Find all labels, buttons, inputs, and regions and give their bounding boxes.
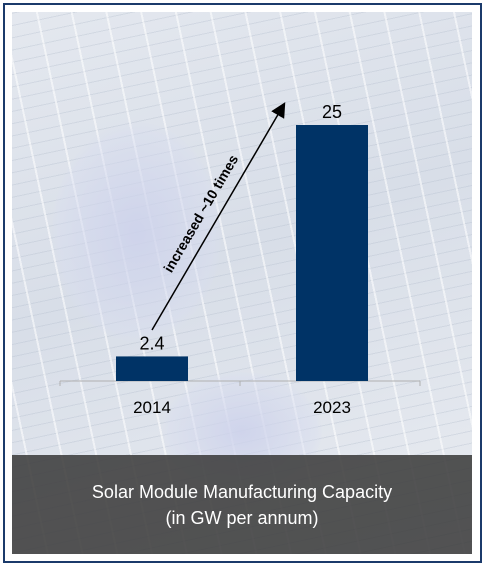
chart-caption: Solar Module Manufacturing Capacity (in … [12, 455, 472, 554]
x-tick-label-2014: 2014 [133, 398, 171, 417]
x-tick-label-2023: 2023 [313, 398, 351, 417]
bar-2023 [296, 125, 368, 381]
annotation-label: increased ~10 times [160, 152, 241, 275]
data-label-2014: 2.4 [139, 333, 164, 353]
caption-title: Solar Module Manufacturing Capacity [91, 481, 393, 502]
growth-arrow [151, 102, 286, 331]
data-label-2023: 25 [322, 102, 342, 122]
bar-2014 [116, 356, 188, 381]
glove-image [52, 122, 222, 342]
caption-subtitle: (in GW per annum) [165, 507, 319, 528]
